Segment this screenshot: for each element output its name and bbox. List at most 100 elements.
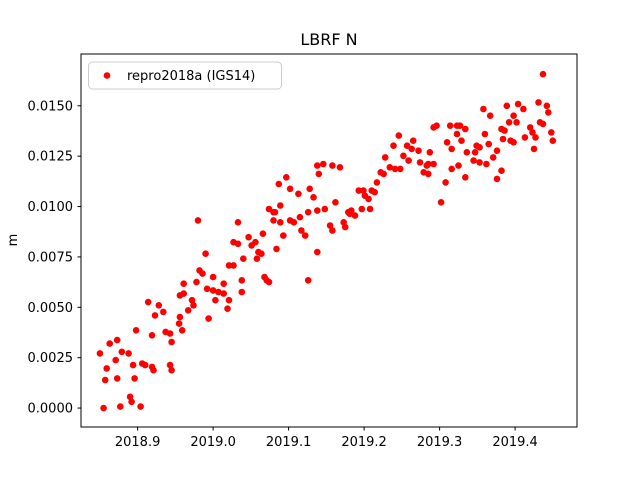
data-point xyxy=(212,296,219,304)
x-tick-label: 2019.3 xyxy=(417,435,463,450)
data-point xyxy=(395,132,403,139)
data-point xyxy=(259,230,267,237)
data-point xyxy=(160,308,167,316)
data-point xyxy=(453,130,461,138)
y-tick-label: 0.0150 xyxy=(28,99,74,114)
data-point xyxy=(118,348,126,356)
data-point xyxy=(498,125,505,133)
data-point xyxy=(224,305,231,313)
data-point xyxy=(320,160,327,168)
data-point xyxy=(155,302,163,309)
data-point xyxy=(220,280,227,288)
data-point xyxy=(530,145,538,153)
data-point xyxy=(358,205,366,213)
y-axis: 0.0000 0.0025 0.0050 0.0075 0.0100 0.0125 0.01… xyxy=(28,99,81,417)
data-point xyxy=(117,403,124,410)
data-point xyxy=(205,315,212,322)
data-point xyxy=(106,340,113,347)
data-point xyxy=(456,122,464,129)
data-point xyxy=(245,233,252,241)
data-point xyxy=(548,129,555,136)
data-point xyxy=(234,219,242,226)
data-point xyxy=(493,147,501,154)
data-point xyxy=(430,160,437,168)
data-point xyxy=(202,250,209,257)
data-point xyxy=(215,288,222,296)
data-point xyxy=(141,361,149,369)
data-point xyxy=(304,208,312,216)
data-point xyxy=(403,142,411,149)
data-point xyxy=(532,134,539,141)
data-point xyxy=(103,365,110,372)
data-point xyxy=(315,170,323,178)
data-point xyxy=(132,327,140,334)
data-point xyxy=(209,287,217,294)
data-point xyxy=(448,165,456,173)
data-point xyxy=(290,219,298,226)
data-point xyxy=(230,262,237,269)
data-point xyxy=(425,160,432,168)
data-point xyxy=(408,145,416,153)
data-point xyxy=(188,296,196,304)
data-point xyxy=(275,180,283,188)
data-point xyxy=(346,210,354,218)
data-point xyxy=(178,327,186,334)
data-point xyxy=(270,208,277,216)
data-point xyxy=(476,144,483,151)
data-point xyxy=(296,213,304,221)
data-point xyxy=(489,154,497,161)
data-point xyxy=(329,227,336,234)
data-point xyxy=(341,223,349,231)
data-point xyxy=(510,139,517,146)
data-point xyxy=(240,255,247,262)
chart-title: LBRF N xyxy=(300,30,357,49)
x-tick-label: 2018.9 xyxy=(115,435,161,450)
data-point xyxy=(131,375,138,382)
data-point xyxy=(539,120,547,128)
data-point xyxy=(113,375,121,382)
data-point xyxy=(446,122,454,129)
data-point xyxy=(471,149,479,156)
data-point xyxy=(314,248,321,256)
data-point xyxy=(390,142,397,149)
data-point xyxy=(129,361,137,369)
x-tick-label: 2019.1 xyxy=(266,435,312,450)
data-point xyxy=(499,135,507,143)
data-point xyxy=(193,278,200,286)
legend-marker-icon xyxy=(103,72,111,79)
data-point xyxy=(416,159,424,166)
data-point xyxy=(520,105,527,113)
data-point xyxy=(150,366,157,374)
data-point xyxy=(126,393,134,401)
data-point xyxy=(175,320,183,327)
data-point xyxy=(280,232,287,239)
data-point xyxy=(503,102,511,110)
data-point xyxy=(371,188,379,196)
data-point xyxy=(209,273,217,281)
data-point xyxy=(513,119,520,126)
y-tick-label: 0.0100 xyxy=(28,200,74,215)
legend-box xyxy=(88,61,282,90)
data-point xyxy=(137,403,144,410)
x-tick-label: 2019.2 xyxy=(341,435,387,450)
data-point xyxy=(301,232,309,239)
data-point xyxy=(529,129,536,136)
data-point xyxy=(168,366,175,374)
data-point xyxy=(380,170,388,178)
x-axis: 2018.9 2019.0 2019.1 2019.2 2019.3 2019.4 xyxy=(115,427,538,450)
data-point xyxy=(298,227,305,234)
data-point xyxy=(360,187,367,194)
data-point xyxy=(332,199,339,206)
data-point xyxy=(277,202,284,209)
data-point xyxy=(433,122,440,129)
data-point xyxy=(493,175,501,183)
data-point xyxy=(314,162,321,169)
data-point xyxy=(304,277,312,284)
data-point xyxy=(521,134,529,141)
data-point xyxy=(180,280,187,288)
data-point xyxy=(498,167,505,174)
data-point xyxy=(425,170,432,178)
y-tick-label: 0.0000 xyxy=(28,402,74,417)
data-point xyxy=(326,222,334,229)
data-point xyxy=(400,152,407,160)
